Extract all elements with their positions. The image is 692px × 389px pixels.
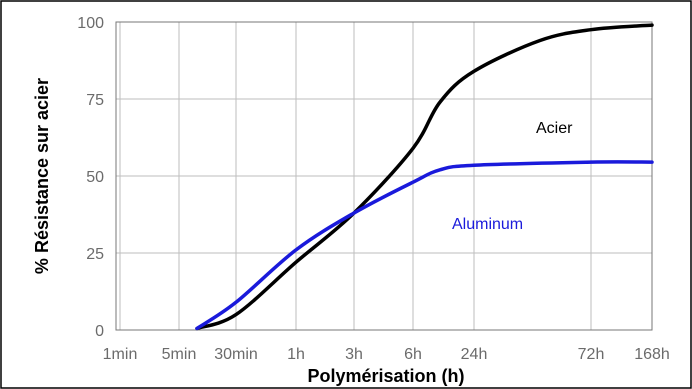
y-tick-label: 100: [77, 15, 104, 32]
x-tick-label: 24h: [461, 346, 488, 363]
x-tick-label: 3h: [345, 346, 363, 363]
y-tick-label: 25: [86, 246, 104, 263]
y-tick-label: 0: [95, 323, 104, 340]
x-tick-label: 30min: [214, 346, 258, 363]
series: [195, 23, 654, 331]
x-tick-label: 1h: [287, 346, 305, 363]
x-tick-label: 72h: [578, 346, 605, 363]
y-axis-title: % Résistance sur acier: [32, 78, 52, 274]
series-label-acier: Acier: [536, 120, 573, 137]
tick-labels: 1min 5min 30min 1h 3h 6h 24h 72h 168h 0 25 50 75 100: [77, 15, 670, 363]
series-line-acier: [195, 23, 654, 331]
x-tick-label: 5min: [162, 346, 197, 363]
series-line-aluminum: [195, 160, 654, 331]
y-tick-label: 75: [86, 92, 104, 109]
x-tick-label: 6h: [404, 346, 422, 363]
series-label-aluminum: Aluminum: [452, 216, 523, 233]
x-axis-title: Polymérisation (h): [307, 366, 464, 386]
y-tick-label: 50: [86, 169, 104, 186]
x-tick-label: 1min: [103, 346, 138, 363]
plot-border: [115, 21, 653, 331]
x-tick-label: 168h: [634, 346, 670, 363]
